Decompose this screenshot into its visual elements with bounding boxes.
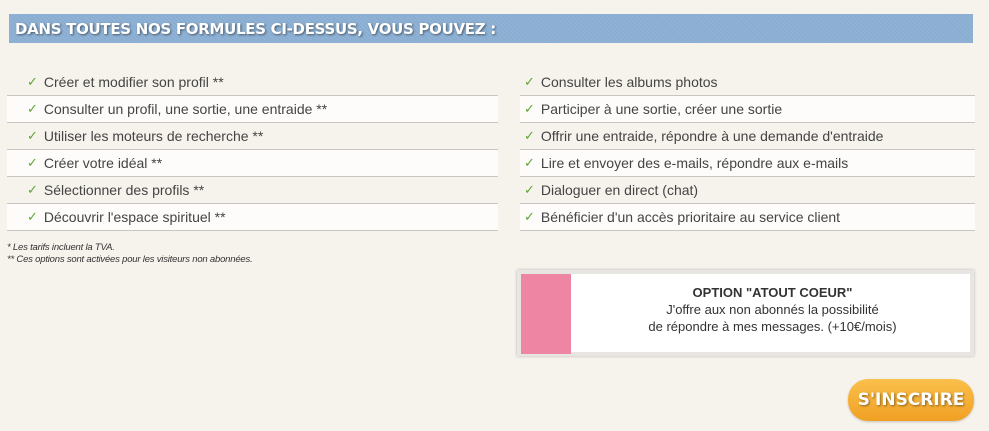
feature-label: Offrir une entraide, répondre à une dema… (540, 128, 884, 144)
check-icon: ✓ (524, 74, 535, 89)
check-icon: ✓ (27, 74, 38, 89)
feature-item: ✓ Offrir une entraide, répondre à une dem… (520, 123, 975, 150)
check-icon: ✓ (524, 209, 535, 224)
features-left: ✓ Créer et modifier son profil ** ✓ Consult… (7, 69, 498, 231)
feature-item: ✓ Bénéficier d'un accès prioritaire au se… (520, 204, 975, 231)
feature-label: Bénéficier d'un accès prioritaire au ser… (540, 209, 841, 225)
feature-label: Consulter un profil, une sortie, une ent… (43, 101, 328, 117)
check-icon: ✓ (524, 101, 535, 116)
feature-label: Lire et envoyer des e-mails, répondre au… (540, 155, 849, 171)
check-icon: ✓ (27, 128, 38, 143)
feature-item: ✓ Créer votre idéal ** (7, 150, 498, 177)
note-tva: * Les tarifs incluent la TVA. (7, 242, 115, 253)
check-icon: ✓ (27, 155, 38, 170)
check-icon: ✓ (27, 101, 38, 116)
check-icon: ✓ (524, 182, 535, 197)
option-title: OPTION "ATOUT COEUR" (692, 285, 853, 300)
feature-item: ✓ Sélectionner des profils ** (7, 177, 498, 204)
section-banner: DANS TOUTES NOS FORMULES CI-DESSUS, VOUS… (9, 14, 973, 43)
signup-button[interactable]: S'INSCRIRE (848, 379, 974, 421)
feature-item: ✓ Dialoguer en direct (chat) (520, 177, 975, 204)
option-color-swatch (521, 274, 571, 354)
feature-item: ✓ Utiliser les moteurs de recherche ** (7, 123, 498, 150)
feature-item: ✓ Consulter les albums photos (520, 69, 975, 96)
feature-label: Sélectionner des profils ** (43, 182, 205, 198)
feature-item: ✓ Consulter un profil, une sortie, une en… (7, 96, 498, 123)
feature-label: Consulter les albums photos (540, 74, 718, 90)
feature-label: Créer votre idéal ** (43, 155, 163, 171)
feature-label: Dialoguer en direct (chat) (540, 182, 699, 198)
option-line2: de répondre à mes messages. (+10€/mois) (648, 319, 897, 334)
feature-item: ✓ Découvrir l'espace spirituel ** (7, 204, 498, 231)
feature-item: ✓ Créer et modifier son profil ** (7, 69, 498, 96)
feature-item: ✓ Lire et envoyer des e-mails, répondre a… (520, 150, 975, 177)
check-icon: ✓ (524, 128, 535, 143)
note-options: ** Ces options sont activées pour les vi… (7, 254, 253, 265)
check-icon: ✓ (27, 209, 38, 224)
feature-label: Découvrir l'espace spirituel ** (43, 209, 226, 225)
feature-label: Participer à une sortie, créer une sorti… (540, 101, 783, 117)
feature-label: Créer et modifier son profil ** (43, 74, 224, 90)
features-right: ✓ Consulter les albums photos ✓ Participer … (520, 69, 975, 231)
option-line1: J'offre aux non abonnés la possibilité (666, 302, 879, 317)
check-icon: ✓ (524, 155, 535, 170)
feature-item: ✓ Participer à une sortie, créer une sort… (520, 96, 975, 123)
check-icon: ✓ (27, 182, 38, 197)
footnotes: * Les tarifs incluent la TVA. ** Ces opt… (7, 242, 253, 266)
feature-label: Utiliser les moteurs de recherche ** (43, 128, 264, 144)
option-atout-coeur[interactable]: OPTION "ATOUT COEUR" J'offre aux non abo… (517, 270, 974, 356)
